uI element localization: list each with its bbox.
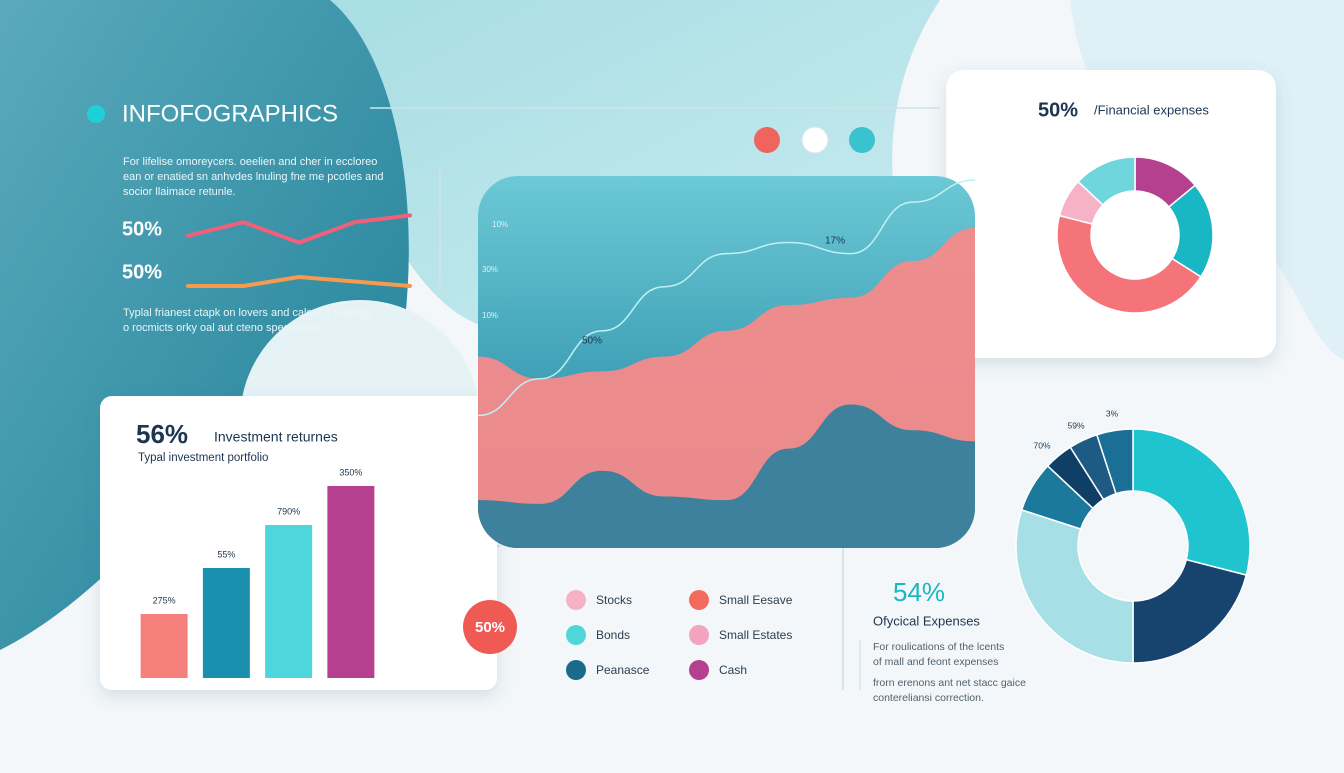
donut-slice (1132, 558, 1248, 664)
bar-annotation: 55% (217, 549, 235, 559)
charts: 50% 50% 56% Investment returnes Typal invest… (122, 99, 1251, 678)
donut-slice (1095, 428, 1134, 495)
bar (327, 486, 375, 678)
header: INFOFOGRAPHICS For lifelise omoreycers. … (87, 100, 384, 334)
area (478, 404, 975, 548)
sparkline (186, 213, 412, 245)
expenses-value: 54% (893, 577, 945, 607)
legend-label: Small Estates (719, 628, 792, 642)
badge: 50% (463, 600, 517, 654)
expenses-text: frorn erenons ant net stacc gaice (873, 677, 1026, 689)
legend-swatch (689, 625, 709, 645)
bar-annotation: 275% (153, 595, 176, 605)
icons (754, 126, 875, 154)
legend: Stocks Bonds Peanasce Small Eesave Small Est… (566, 590, 793, 680)
donut-slice (1056, 214, 1202, 314)
bar-chart-title: 56% (136, 419, 188, 449)
intro-line: socior llaimace retunle. (123, 186, 236, 198)
bar (265, 525, 313, 678)
legend-swatch (566, 660, 586, 680)
icon[interactable] (849, 127, 875, 153)
area-annotation: 50% (582, 336, 602, 347)
title-dot (87, 105, 105, 123)
bar-annotation: 790% (277, 506, 300, 516)
bar (202, 568, 250, 678)
donut-slice (1132, 428, 1251, 577)
intro-line: For lifelise omoreycers. oeelien and che… (123, 156, 377, 168)
intro-line: ean or enatied sn anhvdes lnuling fne me… (123, 171, 384, 183)
icon[interactable] (801, 126, 829, 154)
donut-title: 50% (1038, 99, 1078, 121)
bar-chart-subtitle: Investment returnes (214, 429, 338, 445)
badge-circle (463, 600, 517, 654)
area-annotation: 10% (492, 220, 508, 229)
legend-swatch (566, 590, 586, 610)
legend-swatch (566, 625, 586, 645)
trend-line (477, 179, 976, 417)
icon[interactable] (754, 127, 780, 153)
donut-annotation: 59% (1067, 420, 1084, 430)
legend-swatch (689, 660, 709, 680)
expenses: 54% Ofycical Expenses For roulications o… (873, 577, 1026, 704)
donut-slice (1015, 508, 1134, 664)
legend-label: Stocks (596, 593, 632, 607)
legend-swatch (689, 590, 709, 610)
footer-line: o rocmicts orky oal aut cteno spegertioe… (123, 322, 327, 334)
donut-annotation: 3% (1106, 408, 1119, 418)
expenses-text: of mall and feont expenses (873, 656, 999, 668)
expenses-title: Ofycical Expenses (873, 613, 980, 628)
legend-label: Small Eesave (719, 593, 793, 607)
expenses-text: contereliansi correction. (873, 692, 984, 704)
area-annotation: 10% (482, 311, 498, 320)
bar (140, 614, 188, 678)
expenses-text: For roulications of the lcents (873, 641, 1004, 653)
legend-label: Bonds (596, 628, 630, 642)
area-annotation: 17% (825, 236, 845, 247)
area-chart (478, 176, 975, 548)
bar-chart-description: Typal investment portfolio (138, 452, 268, 464)
badge-label: 50% (475, 619, 505, 636)
sparkline-label: 50% (122, 218, 162, 240)
donut-slice (1077, 156, 1136, 206)
donut-subtitle: /Financial expenses (1094, 102, 1209, 117)
legend-label: Peanasce (596, 663, 650, 677)
area-annotation: 30% (482, 265, 498, 274)
sparkline (186, 275, 412, 288)
sparkline-label: 50% (122, 261, 162, 283)
footer-line: Typlal frianest ctapk on lovers and calo… (123, 307, 371, 319)
legend-label: Cash (719, 663, 747, 677)
donut-annotation: 70% (1033, 440, 1050, 450)
page-title: INFOFOGRAPHICS (122, 100, 338, 127)
bar-annotation: 350% (339, 467, 362, 477)
